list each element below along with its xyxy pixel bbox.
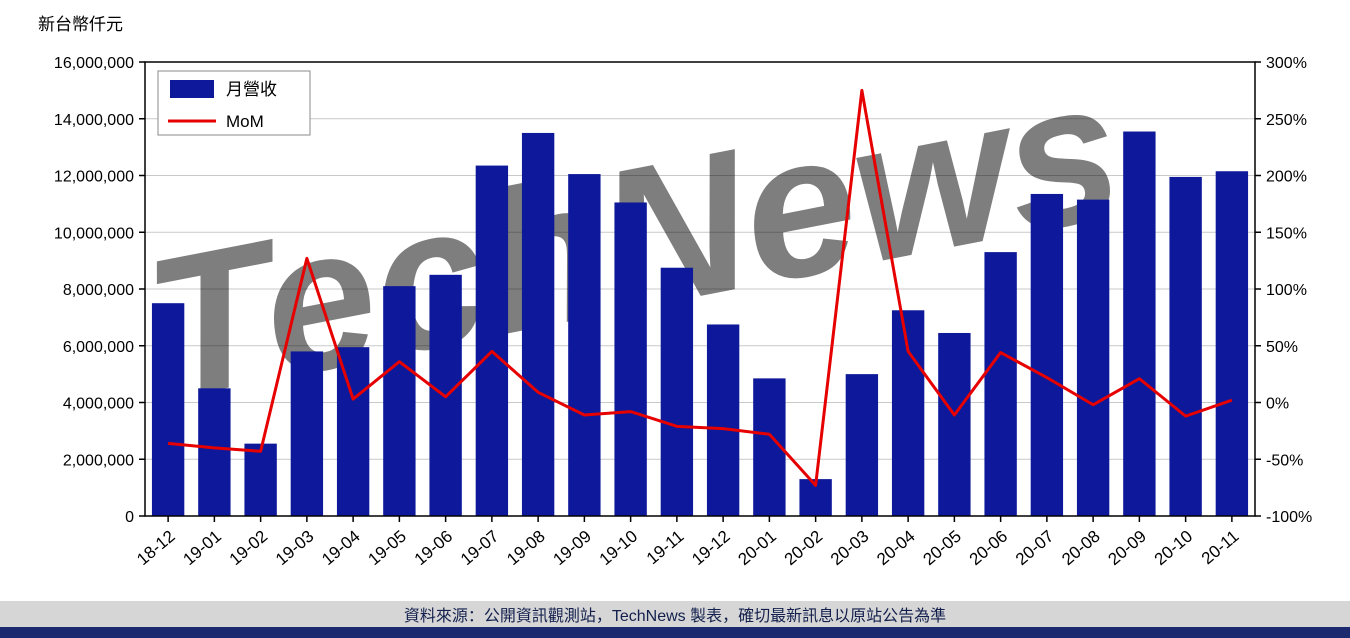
legend: 月營收 MoM (157, 70, 311, 136)
y-axis-left-label: 0 (125, 509, 134, 526)
y-axis-left-label: 14,000,000 (54, 112, 134, 129)
revenue-bar (1030, 193, 1064, 516)
revenue-bar (614, 202, 647, 517)
y-axis-right-label: 100% (1266, 282, 1307, 299)
y-axis-right-label: 250% (1266, 112, 1307, 129)
revenue-bar (984, 252, 1017, 517)
legend-label-revenue: 月營收 (226, 80, 277, 99)
revenue-bar (290, 351, 324, 516)
x-axis-label: 20-08 (1058, 527, 1104, 570)
x-axis-label: 19-10 (596, 527, 642, 570)
y-axis-right-label: 300% (1266, 55, 1307, 72)
y-axis-right-label: 150% (1266, 225, 1307, 242)
x-axis-label: 19-12 (688, 527, 734, 570)
x-axis-label: 19-03 (272, 527, 318, 570)
revenue-bar (1123, 131, 1156, 517)
y-axis-left-label: 8,000,000 (63, 282, 134, 299)
revenue-bar (475, 165, 509, 516)
x-axis-label: 19-07 (457, 527, 503, 570)
x-axis-label: 19-04 (318, 527, 364, 570)
revenue-bar (938, 332, 971, 516)
y-axis-left-label: 4,000,000 (63, 396, 134, 413)
revenue-chart: 新台幣仟元 TechNews 02,000,0004,000,0006,000,… (38, 15, 1312, 570)
x-axis-label: 19-06 (411, 527, 457, 570)
x-axis-label: 19-08 (503, 527, 549, 570)
plot-frame (144, 61, 1256, 517)
y-axis-left-label: 6,000,000 (63, 339, 134, 356)
y-axis-right-label: 200% (1266, 169, 1307, 186)
y-axis-left-label: 2,000,000 (63, 452, 134, 469)
revenue-bar (568, 174, 601, 517)
x-axis-label: 19-05 (364, 527, 410, 570)
y-axis-left-label: 12,000,000 (54, 169, 134, 186)
x-axis-label: 19-11 (643, 527, 688, 569)
x-axis-label: 18-12 (133, 527, 179, 570)
revenue-bar (151, 303, 185, 516)
grid-layer (145, 61, 1255, 460)
x-axis-label: 20-02 (781, 527, 827, 570)
y-axis-left-label: 16,000,000 (54, 55, 134, 72)
x-axis-label: 19-02 (226, 527, 272, 570)
footer-source-text: 資料來源：公開資訊觀測站，TechNews 製表，確切最新訊息以原站公告為準 (403, 608, 947, 625)
y-axis-right-label: -50% (1266, 452, 1303, 469)
revenue-bar (845, 374, 879, 516)
x-axis-label: 20-01 (734, 527, 780, 570)
x-axis-label: 20-05 (919, 527, 965, 570)
x-axis-label: 20-04 (873, 527, 919, 570)
x-axis-label: 20-03 (827, 527, 873, 570)
revenue-bar (706, 324, 740, 516)
x-axis-label: 20-09 (1104, 527, 1150, 570)
y-axis-unit-label: 新台幣仟元 (38, 15, 123, 34)
revenue-bar (1076, 199, 1110, 516)
legend-revenue-swatch (170, 80, 214, 98)
x-axis-label: 20-11 (1198, 527, 1243, 569)
y-axis-left-label: 10,000,000 (54, 225, 134, 242)
y-axis-right-label: -100% (1266, 509, 1312, 526)
x-axis-label: 20-10 (1151, 527, 1197, 570)
legend-label-mom: MoM (226, 112, 264, 131)
y-axis-right-label: 50% (1266, 339, 1298, 356)
x-axis-label: 20-07 (1012, 527, 1058, 570)
y-axis-right-label: 0% (1266, 396, 1289, 413)
x-axis-label: 20-06 (966, 527, 1012, 570)
mom-line (167, 88, 1233, 487)
revenue-bar (660, 267, 694, 516)
x-axis-label: 19-09 (549, 527, 595, 570)
revenue-bar (336, 347, 370, 516)
revenue-bar (521, 132, 555, 516)
revenue-bar (244, 443, 277, 516)
revenue-bar (198, 388, 231, 516)
x-axis-label: 19-01 (179, 527, 225, 570)
revenue-bar (1169, 176, 1202, 516)
revenue-bar (891, 310, 925, 516)
footer-navy-strip (0, 627, 1350, 638)
footer-source-band: 資料來源：公開資訊觀測站，TechNews 製表，確切最新訊息以原站公告為準 (0, 601, 1350, 627)
revenue-bar (1215, 171, 1249, 516)
revenue-bar (383, 286, 416, 516)
